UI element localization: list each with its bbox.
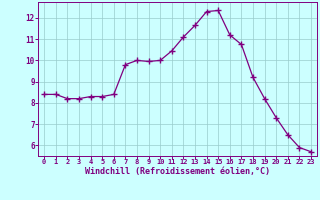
X-axis label: Windchill (Refroidissement éolien,°C): Windchill (Refroidissement éolien,°C) [85, 167, 270, 176]
